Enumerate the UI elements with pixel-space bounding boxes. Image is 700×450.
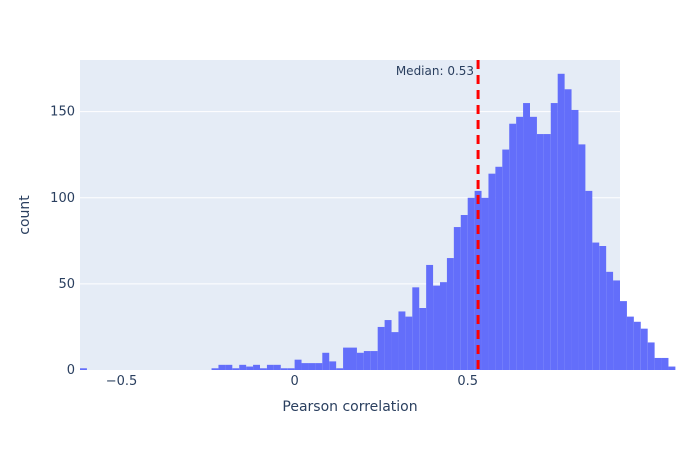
histogram-bars: [80, 73, 676, 371]
histogram-bar: [668, 366, 676, 370]
histogram-bar: [592, 242, 600, 370]
histogram-bar: [308, 363, 316, 370]
histogram-bar: [211, 368, 219, 370]
histogram-bar: [280, 368, 288, 370]
histogram-bar: [647, 342, 655, 370]
histogram-bar: [266, 364, 274, 370]
x-tick-label: 0: [290, 374, 298, 389]
histogram-bar: [557, 73, 565, 371]
histogram-bar: [370, 351, 378, 370]
x-tick-label: −0.5: [106, 374, 138, 389]
histogram-bar: [633, 321, 641, 370]
histogram-bar: [599, 246, 607, 370]
histogram-bar: [502, 149, 510, 370]
histogram-bar: [481, 197, 489, 370]
histogram-bar: [640, 328, 648, 370]
y-tick-label: 100: [50, 191, 75, 206]
median-annotation: Median: 0.53: [396, 64, 474, 78]
histogram-bar: [530, 116, 537, 370]
histogram-bar: [620, 301, 627, 370]
histogram-bar: [467, 197, 475, 370]
histogram-bar: [412, 287, 420, 370]
histogram-bar: [626, 316, 634, 370]
histogram-bar: [350, 347, 357, 370]
histogram-bar: [446, 258, 454, 370]
y-tick-label: 150: [50, 105, 75, 120]
histogram-bar: [453, 227, 461, 370]
histogram-bar: [225, 364, 233, 370]
x-tick-label: 0.5: [457, 374, 478, 389]
histogram-bar: [336, 368, 344, 370]
histogram-bar: [585, 190, 593, 370]
histogram-bar: [433, 285, 440, 370]
y-axis-title: count: [17, 195, 33, 235]
histogram-bar: [294, 359, 302, 370]
histogram-bar: [343, 347, 350, 370]
histogram-bar: [509, 123, 517, 370]
histogram-bar: [391, 332, 399, 370]
histogram-bar: [613, 280, 620, 370]
histogram-bar: [661, 357, 669, 370]
histogram-bar: [405, 316, 413, 370]
histogram-bar: [536, 134, 544, 370]
histogram-bar: [246, 366, 254, 370]
histogram-bar: [495, 166, 503, 370]
histogram-bar: [315, 363, 323, 370]
histogram-bar: [440, 282, 447, 370]
histogram-bar: [654, 357, 662, 370]
histogram-bar: [377, 326, 385, 370]
histogram-bar: [419, 308, 427, 370]
histogram-bar: [460, 215, 468, 370]
histogram-bar: [543, 134, 551, 370]
histogram-bar: [488, 173, 496, 370]
histogram-bar: [356, 352, 364, 370]
histogram-bar: [301, 363, 309, 370]
histogram-bar: [384, 320, 392, 370]
histogram-bar: [253, 364, 260, 370]
histogram-bar: [571, 109, 579, 370]
histogram-bar: [516, 116, 524, 370]
histogram-bar: [218, 364, 226, 370]
histogram-bar: [363, 351, 371, 370]
histogram-bar: [564, 89, 572, 371]
histogram-bar: [260, 368, 267, 370]
histogram-bar: [273, 364, 281, 370]
histogram-bar: [474, 190, 482, 370]
y-tick-label: 50: [58, 277, 75, 292]
histogram-bar: [232, 368, 240, 370]
histogram-bar: [80, 368, 87, 370]
histogram-bar: [287, 368, 295, 370]
histogram-bar: [239, 364, 247, 370]
histogram-bar: [523, 103, 530, 371]
histogram-bar: [578, 144, 586, 370]
histogram-bar: [550, 103, 558, 371]
histogram-bar: [329, 361, 337, 370]
y-tick-labels: 0 50 100 150: [50, 105, 75, 378]
histogram-bar: [606, 271, 614, 370]
histogram-bar: [426, 264, 434, 370]
y-tick-label: 0: [67, 363, 75, 378]
histogram-bar: [322, 352, 330, 370]
x-axis-title: Pearson correlation: [282, 399, 417, 415]
histogram-bar: [398, 311, 406, 370]
x-tick-labels: −0.5 0 0.5: [106, 374, 478, 389]
